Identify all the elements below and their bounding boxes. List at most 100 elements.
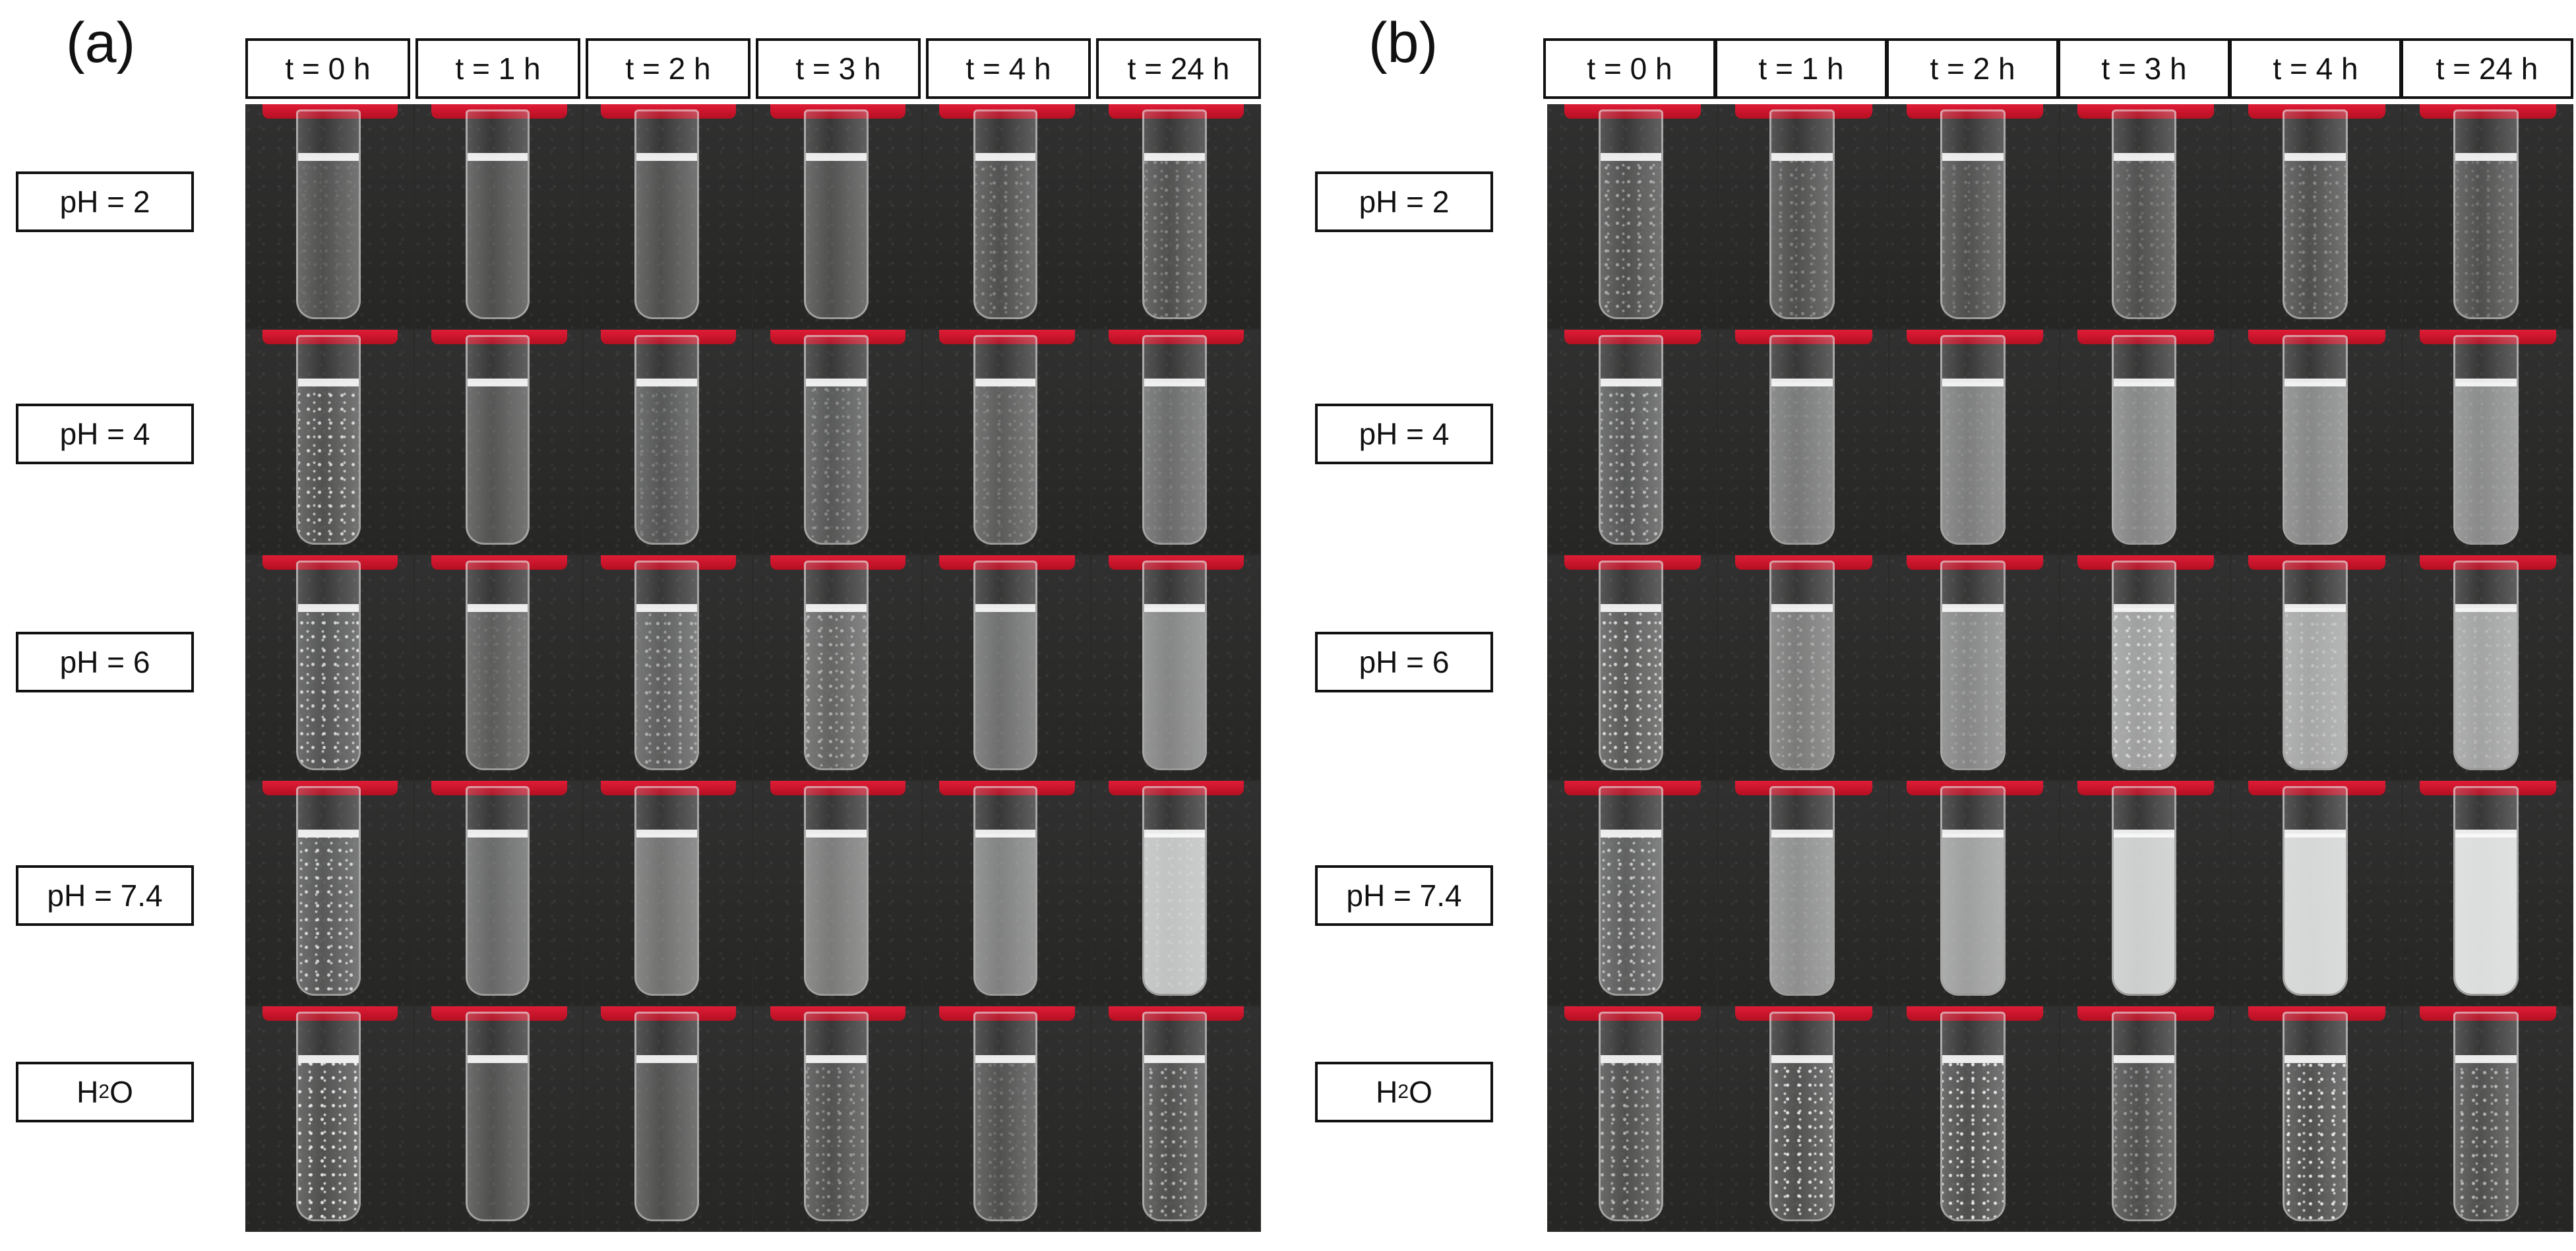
vial-liquid [467, 607, 528, 768]
vial-meniscus [2113, 152, 2175, 161]
vial-bubbles [2455, 1062, 2517, 1219]
vial-cap [1906, 781, 2044, 795]
vial [1142, 1012, 1207, 1221]
vial [1598, 561, 1664, 770]
vial-liquid [2455, 833, 2517, 994]
vial-cap [600, 104, 737, 119]
vial-liquid [975, 156, 1036, 317]
vial-cap [1735, 781, 1872, 795]
vial-bubbles [2285, 160, 2346, 317]
vial-liquid [975, 382, 1036, 543]
vial [634, 109, 699, 319]
vial-cap [1564, 330, 1702, 344]
panel-b-time-label-1h: t = 1 h [1715, 38, 1887, 99]
vial-bubbles [298, 837, 359, 994]
vial-cap [262, 1006, 398, 1021]
vial-meniscus [1771, 829, 1833, 838]
vial [2111, 109, 2177, 319]
vial-meniscus [467, 152, 528, 161]
vial-meniscus [1600, 603, 1662, 612]
vial-meniscus [2285, 603, 2346, 612]
vial-meniscus [1144, 603, 1205, 612]
vial-liquid [467, 833, 528, 994]
vial-bubbles [1942, 160, 2004, 317]
vial [804, 335, 869, 545]
vial [296, 1012, 361, 1221]
vial-meniscus [298, 378, 359, 386]
vial-meniscus [636, 829, 697, 838]
panel-b-vial-photo-ph2-t2 [1889, 104, 2059, 328]
panel-a-vial-photo-ph7-4-t4 [922, 781, 1091, 1005]
vial-liquid [2285, 382, 2346, 543]
panel-a-row-label-ph4: pH = 4 [16, 404, 194, 464]
vial [465, 786, 530, 996]
vial-meniscus [1600, 1054, 1662, 1063]
vial [1142, 335, 1207, 545]
panel-b-vial-photo-ph6-t0 [1547, 555, 1717, 779]
vial-cap [431, 555, 567, 570]
panel-a-vial-photo-ph2-t4 [922, 104, 1091, 328]
vial-liquid [2285, 833, 2346, 994]
vial-cap [1735, 104, 1872, 119]
panel-b-row-label-ph2: pH = 2 [1315, 171, 1493, 232]
vial-cap [431, 781, 567, 795]
panel-a-vial-photo-ph6-t2 [584, 555, 752, 779]
panel-a-vial-photo-ph4-t3 [753, 330, 921, 554]
vial-liquid [2455, 607, 2517, 768]
vial-cap [1906, 1006, 2044, 1021]
vial [1769, 786, 1835, 996]
vial-liquid [1771, 607, 1833, 768]
vial-cap [600, 555, 737, 570]
panel-b-vial-photo-ph6-t2 [1889, 555, 2059, 779]
vial-meniscus [1942, 1054, 2004, 1063]
panel-a-vial-photo-ph2-t5 [1091, 104, 1260, 328]
panel-b-vial-photo-ph2-t3 [2060, 104, 2230, 328]
panel-a-row-label-ph2: pH = 2 [16, 171, 194, 232]
vial-bubbles [298, 386, 359, 543]
vial-meniscus [2455, 829, 2517, 838]
vial [2111, 335, 2177, 545]
vial-cap [2077, 104, 2215, 119]
vial [1142, 561, 1207, 770]
vial-liquid [636, 156, 697, 317]
vial-cap [2419, 555, 2557, 570]
vial-cap [1108, 104, 1244, 119]
vial-meniscus [467, 829, 528, 838]
panel-b-vial-photo-ph4-t4 [2231, 330, 2401, 554]
vial-cap [770, 555, 905, 570]
vial-cap [2077, 781, 2215, 795]
vial-bubbles [1771, 160, 1833, 317]
vial-cap [770, 1006, 905, 1021]
panel-b-vial-photo-ph4-t2 [1889, 330, 2059, 554]
vial-liquid [1144, 607, 1205, 768]
vial [1598, 335, 1664, 545]
panel-a-time-label-24h: t = 24 h [1096, 38, 1261, 99]
vial [296, 786, 361, 996]
vial-liquid [806, 833, 867, 994]
vial-meniscus [1771, 603, 1833, 612]
vial-cap [2248, 781, 2385, 795]
vial-liquid [975, 607, 1036, 768]
panel-a-vial-photo-ph7-4-t1 [414, 781, 583, 1005]
vial-bubbles [1771, 1062, 1833, 1219]
vial-bubbles [1144, 837, 1205, 994]
panel-b-row-label-ph4: pH = 4 [1315, 404, 1493, 464]
panel-a-vial-photo-ph2-t0 [245, 104, 414, 328]
vial-meniscus [975, 1054, 1036, 1063]
vial-meniscus [975, 603, 1036, 612]
vial-bubbles [2455, 160, 2517, 317]
vial-meniscus [2455, 152, 2517, 161]
panel-b-vial-photo-h2o-t4 [2231, 1006, 2401, 1231]
vial-liquid [298, 156, 359, 317]
panel-b-time-label-0h: t = 0 h [1543, 38, 1716, 99]
panel-a-vial-photo-ph7-4-t5 [1091, 781, 1260, 1005]
vial-liquid [467, 156, 528, 317]
panel-b-vial-photo-ph6-t3 [2060, 555, 2230, 779]
vial-meniscus [806, 1054, 867, 1063]
vial-meniscus [975, 829, 1036, 838]
vial-bubbles [806, 386, 867, 543]
vial-meniscus [2285, 152, 2346, 161]
panel-b-vial-photo-ph2-t0 [1547, 104, 1717, 328]
vial-cap [770, 330, 905, 344]
